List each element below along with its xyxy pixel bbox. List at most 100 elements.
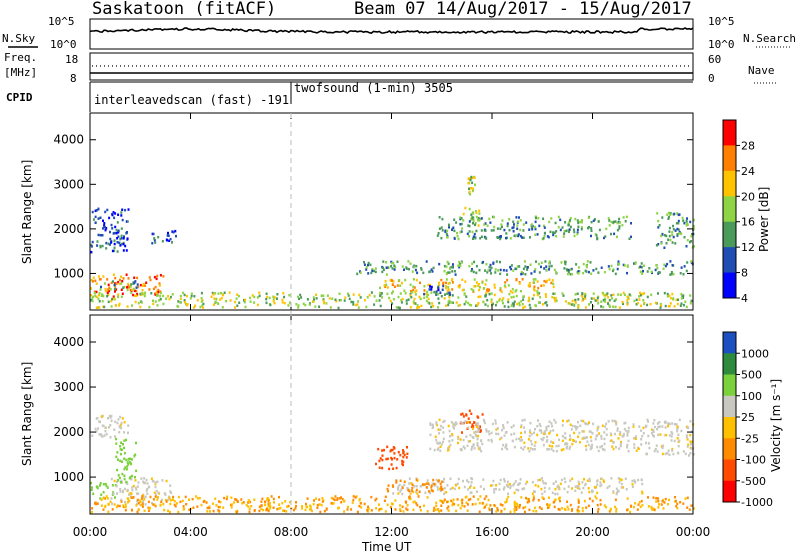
echo-cell [576, 228, 579, 232]
echo-cell [690, 447, 693, 450]
echo-cell [522, 267, 525, 271]
echo-cell [223, 291, 226, 294]
echo-cell [659, 433, 662, 436]
echo-cell [461, 412, 464, 416]
echo-cell [147, 506, 150, 509]
echo-cell [585, 264, 588, 267]
echo-cell [90, 243, 93, 247]
echo-cell [552, 231, 554, 234]
echo-cell [130, 283, 133, 286]
echo-cell [660, 445, 663, 448]
echo-cell [443, 487, 446, 490]
echo-cell [487, 269, 490, 272]
echo-cell [543, 490, 546, 493]
echo-cell [490, 272, 492, 275]
echo-cell [577, 306, 580, 310]
echo-cell [557, 225, 560, 229]
echo-cell [451, 501, 454, 504]
echo-cell [669, 213, 672, 216]
echo-cell [538, 224, 541, 228]
echo-cell [569, 423, 572, 426]
echo-cell [159, 291, 162, 295]
echo-cell [620, 482, 623, 486]
echo-cell [624, 477, 627, 480]
echo-cell [102, 424, 105, 428]
echo-cell [642, 426, 645, 430]
echo-cell [236, 510, 238, 514]
echo-cell [585, 436, 588, 439]
echo-cell [515, 277, 518, 281]
echo-cell [435, 501, 438, 505]
echo-cell [242, 501, 245, 504]
echo-cell [518, 216, 520, 219]
echo-cell [469, 484, 472, 487]
echo-cell [667, 211, 670, 215]
echo-cell [536, 291, 539, 295]
echo-cell [120, 498, 123, 502]
echo-cell [511, 302, 514, 305]
echo-cell [139, 499, 142, 502]
echo-cell [123, 467, 126, 471]
echo-cell [423, 296, 426, 300]
echo-cell [121, 292, 124, 295]
echo-cell [686, 426, 689, 429]
echo-cell [537, 301, 540, 304]
echo-cell [160, 500, 163, 504]
echo-cell [515, 216, 518, 219]
echo-cell [520, 425, 523, 429]
echo-cell [114, 282, 117, 285]
echo-cell [168, 297, 171, 301]
echo-cell [363, 502, 366, 506]
echo-cell [617, 477, 620, 480]
echo-cell [356, 272, 359, 276]
echo-cell [506, 480, 509, 484]
echo-cell [512, 226, 515, 229]
echo-cell [120, 448, 123, 452]
echo-cell [612, 447, 615, 451]
echo-cell [577, 305, 580, 308]
echo-cell [135, 441, 137, 445]
echo-cell [473, 447, 476, 450]
echo-cell [677, 222, 680, 225]
echo-cell [523, 305, 526, 309]
echo-cell [546, 279, 548, 283]
echo-cell [122, 286, 125, 289]
echo-cell [115, 484, 118, 488]
echo-cell [523, 426, 525, 429]
echo-cell [437, 306, 439, 309]
echo-cell [144, 495, 147, 498]
echo-cell [612, 268, 615, 271]
station-title: Saskatoon (fitACF) [92, 0, 276, 19]
echo-cell [135, 289, 138, 293]
echo-cell [597, 425, 600, 429]
echo-cell [571, 273, 573, 276]
echo-cell [116, 492, 118, 495]
echo-cell [612, 490, 615, 493]
echo-cell [236, 304, 239, 307]
echo-cell [513, 300, 516, 303]
echo-cell [440, 226, 443, 229]
freq-tick-bottom: 8 [70, 72, 77, 85]
echo-cell [590, 446, 593, 449]
echo-cell [682, 273, 685, 276]
echo-cell [689, 420, 692, 423]
echo-region [423, 284, 452, 296]
echo-cell [528, 434, 531, 438]
echo-cell [531, 448, 534, 451]
echo-cell [177, 495, 180, 499]
echo-cell [609, 439, 612, 443]
echo-cell [626, 295, 629, 299]
echo-cell [408, 495, 411, 498]
echo-cell [657, 506, 660, 509]
echo-cell [363, 260, 365, 264]
echo-cell [664, 304, 667, 308]
echo-cell [148, 276, 151, 279]
echo-cell [641, 482, 644, 486]
echo-cell [639, 270, 642, 273]
echo-cell [357, 300, 360, 303]
echo-cell [334, 495, 337, 498]
echo-cell [518, 281, 521, 284]
echo-cell [108, 426, 110, 429]
echo-cell [634, 437, 637, 440]
y-tick-label: 2000 [53, 425, 84, 439]
